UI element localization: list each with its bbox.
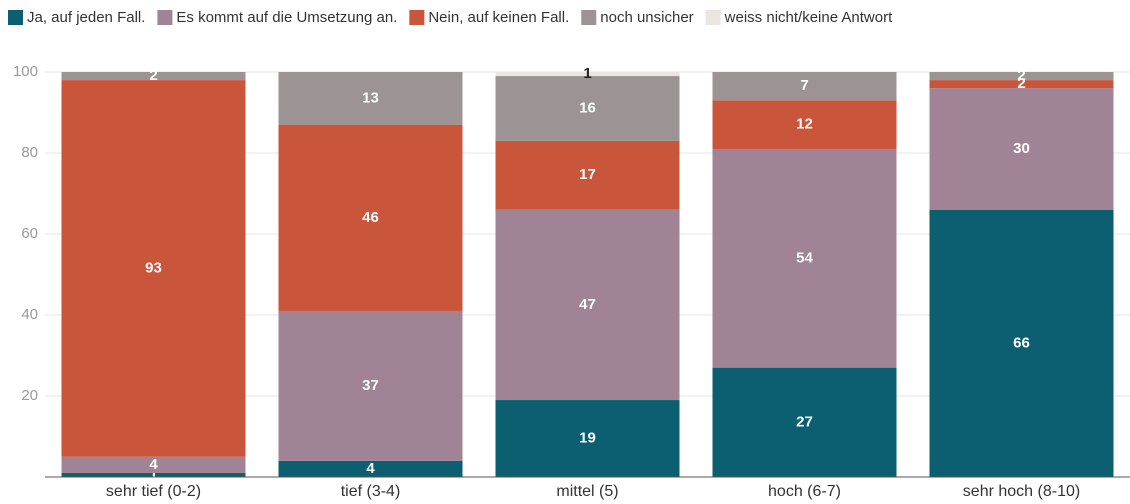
legend-label: Es kommt auf die Umsetzung an.: [176, 9, 397, 26]
bar-segment: [929, 88, 1114, 210]
x-tick-label: hoch (6-7): [768, 483, 841, 500]
value-label: 46: [362, 209, 379, 226]
x-tick-label: sehr tief (0-2): [106, 483, 201, 500]
legend-swatch: [409, 10, 425, 25]
x-tick-label: sehr hoch (8-10): [963, 483, 1080, 500]
bar-segment: [712, 100, 897, 149]
value-label: 93: [145, 259, 162, 276]
value-label: 66: [1013, 334, 1030, 351]
value-label: 54: [796, 249, 813, 266]
bar-segment: [929, 80, 1114, 89]
y-tick-label: 80: [21, 144, 38, 161]
bar-segment: [495, 400, 680, 477]
value-label: 1: [583, 65, 591, 82]
bar-segment: [712, 148, 897, 368]
value-label: 7: [800, 77, 808, 94]
bar-segment: [495, 76, 680, 141]
bar-segment: [61, 80, 246, 457]
bar-segment: [61, 72, 246, 81]
y-tick-label: 100: [13, 63, 38, 80]
value-label: 37: [362, 377, 379, 394]
legend-label: Nein, auf keinen Fall.: [428, 9, 569, 26]
x-tick-label: tief (3-4): [341, 483, 401, 500]
value-label: 4: [366, 460, 375, 477]
value-label: 4: [149, 456, 158, 473]
legend-label: noch unsicher: [600, 9, 693, 26]
value-label: 2: [1017, 75, 1025, 92]
y-tick-label: 60: [21, 225, 38, 242]
bar-segment: [278, 310, 463, 461]
bar-segment: [929, 209, 1114, 477]
legend-label: weiss nicht/keine Antwort: [724, 9, 893, 26]
value-label: 12: [796, 116, 813, 133]
legend-swatch: [581, 10, 597, 25]
bar-segment: [61, 456, 246, 473]
legend-swatch: [8, 10, 23, 25]
y-tick-label: 40: [21, 306, 38, 323]
bar-segment: [712, 72, 897, 101]
value-label: 2: [149, 67, 157, 84]
bar-segment: [495, 72, 680, 77]
value-label: 30: [1013, 140, 1030, 157]
value-label: 17: [579, 166, 596, 183]
legend-swatch: [157, 10, 173, 25]
bar-segment: [278, 460, 463, 477]
bar-segment: [61, 472, 246, 477]
x-tick-label: mittel (5): [556, 483, 618, 500]
bar-segment: [929, 72, 1114, 81]
bar-segment: [278, 72, 463, 125]
bar-segment: [278, 124, 463, 311]
value-label: 1: [149, 466, 157, 483]
y-tick-label: 20: [21, 387, 38, 404]
value-label: 47: [579, 296, 596, 313]
bar-segment: [495, 140, 680, 210]
value-label: 13: [362, 89, 379, 106]
value-label: 27: [796, 413, 813, 430]
value-label: 16: [579, 99, 596, 116]
value-label: 19: [579, 429, 596, 446]
bar-segment: [712, 367, 897, 477]
legend-swatch: [705, 10, 721, 25]
value-label: 2: [1017, 67, 1025, 84]
bar-segment: [495, 209, 680, 401]
legend-label: Ja, auf jeden Fall.: [27, 9, 145, 26]
